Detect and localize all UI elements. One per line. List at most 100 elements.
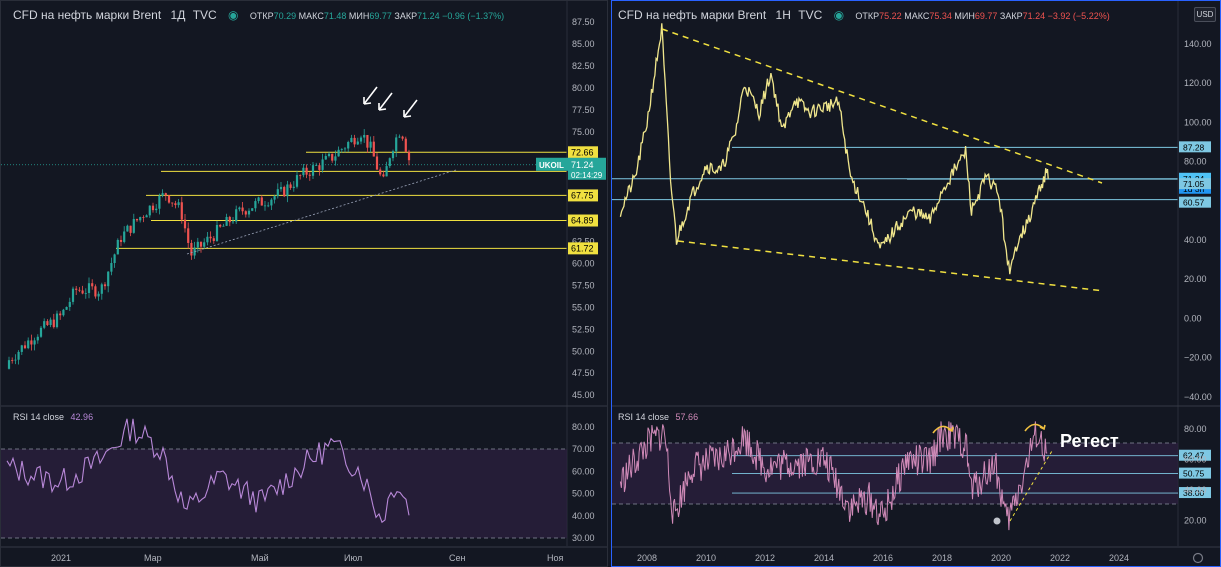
candle-body [382,174,385,177]
candle-body [78,289,81,291]
arrow-icon [363,86,378,105]
candle-body [353,137,356,145]
candle-body [199,241,203,247]
rsi-tick-label: 80.00 [1184,424,1207,434]
candle-body [299,175,302,176]
candle-body [219,224,222,227]
candle-body [65,306,68,310]
candle-body [359,137,363,142]
price-tick-label: 120.00 [1184,78,1212,88]
candle-body [103,284,107,287]
candle-body [171,202,174,204]
symbol-tag-label: UKOIL [539,161,564,170]
candle-body [340,149,343,150]
time-tick-label: 2020 [991,553,1011,563]
price-tag-label: 60.57 [1183,198,1205,208]
right-title: CFD на нефть марки Brent [618,8,767,22]
candle-body [388,158,391,167]
candle-body [81,290,84,294]
daily-chart-svg[interactable]: 87.5085.0082.5080.0077.5075.0072.5070.00… [1,1,607,566]
price-tag [1179,196,1211,208]
ohlc-label: МИН [348,11,370,21]
candle-body [238,207,241,210]
daily-chart-panel[interactable]: 87.5085.0082.5080.0077.5075.0072.5070.00… [0,0,608,567]
time-tick-label: 2010 [696,553,716,563]
candle-body [321,159,324,170]
candle-body [407,151,411,161]
rsi-tick-label: 20.00 [1184,516,1207,526]
candle-body [113,254,116,264]
candle-body [375,156,379,170]
level-price-tag [568,214,598,227]
ohlc-label: ЗАКР [999,11,1023,21]
weekly-chart-svg[interactable]: 140.00 120.00 100.00 80.00 60.00 40.00 20.00 0.… [612,1,1220,566]
level-price-label: 67.75 [571,190,594,200]
candle-body [206,236,209,243]
price-tick-label: 77.50 [572,105,595,115]
candle-body [379,169,382,175]
price-tick-label: 52.50 [572,324,595,334]
candle-body [286,184,289,197]
level-price-label: 72.66 [571,147,594,157]
level-price-label: 64.89 [571,216,594,226]
price-tick-label: −40.00 [1184,392,1212,402]
visibility-eye-icon[interactable]: ◉ [228,8,239,22]
rsi-level-label: 62.47 [1183,451,1205,461]
candle-body [187,228,190,243]
time-tick-label: 2014 [814,553,834,563]
symbol-tag [536,157,568,171]
price-tick-label: 82.50 [572,61,595,71]
candle-body [7,360,11,369]
high-value: 75.34 [929,11,952,21]
currency-label: USD [1196,10,1214,19]
left-rsi-legend: RSI 14 close 42.96 [13,412,93,422]
time-tick-label: Мар [144,553,162,563]
open-value: 75.22 [879,11,902,21]
ohlc-label: МАКС [298,11,324,21]
level-price-label: 61.72 [571,243,594,253]
arrow-icon [403,99,418,118]
price-tag [1179,141,1211,153]
candle-body [68,301,71,307]
right-price-line [619,23,1049,275]
right-rsi-line [619,421,1048,531]
currency-button[interactable]: USD [1194,7,1216,22]
candle-body [231,221,235,223]
left-candles [7,129,411,370]
candle-body [369,141,372,148]
right-rsi-trendline [1009,450,1053,522]
alert-marker-icon[interactable] [993,517,1001,525]
left-support-trendline [186,169,457,255]
candle-body [257,197,260,202]
weekly-chart-panel[interactable]: 140.00 120.00 100.00 80.00 60.00 40.00 20.00 0.… [611,0,1221,567]
candle-body [75,288,78,290]
price-tick-label: 80.00 [1184,157,1207,167]
rsi-tick-label: 60.00 [1184,455,1207,465]
candle-body [372,141,375,157]
candle-body [337,149,340,157]
candle-body [39,327,43,337]
candle-body [215,224,219,241]
candle-body [260,197,263,206]
candle-body [59,313,62,316]
candle-body [14,359,17,361]
candle-body [148,205,151,216]
candle-body [17,351,20,360]
candle-body [228,216,231,223]
price-tick-label: 50.00 [572,346,595,356]
price-tick-label: 85.00 [572,39,595,49]
visibility-eye-icon[interactable]: ◉ [833,8,845,22]
rsi-value: 57.66 [675,412,699,422]
candle-body [273,196,276,200]
candle-body [363,134,366,138]
rsi-level-tag [1179,467,1211,479]
candle-body [62,309,65,316]
right-levels [612,146,1178,201]
rsi-label: RSI 14 close [618,412,670,422]
candle-body [270,199,273,206]
left-legend: CFD на нефть марки Brent 1Д TVC ◉ ОТКР70… [13,8,504,22]
settings-gear-icon[interactable] [1192,552,1204,564]
right-upper-trendline [661,28,1103,184]
candle-body [398,136,401,138]
